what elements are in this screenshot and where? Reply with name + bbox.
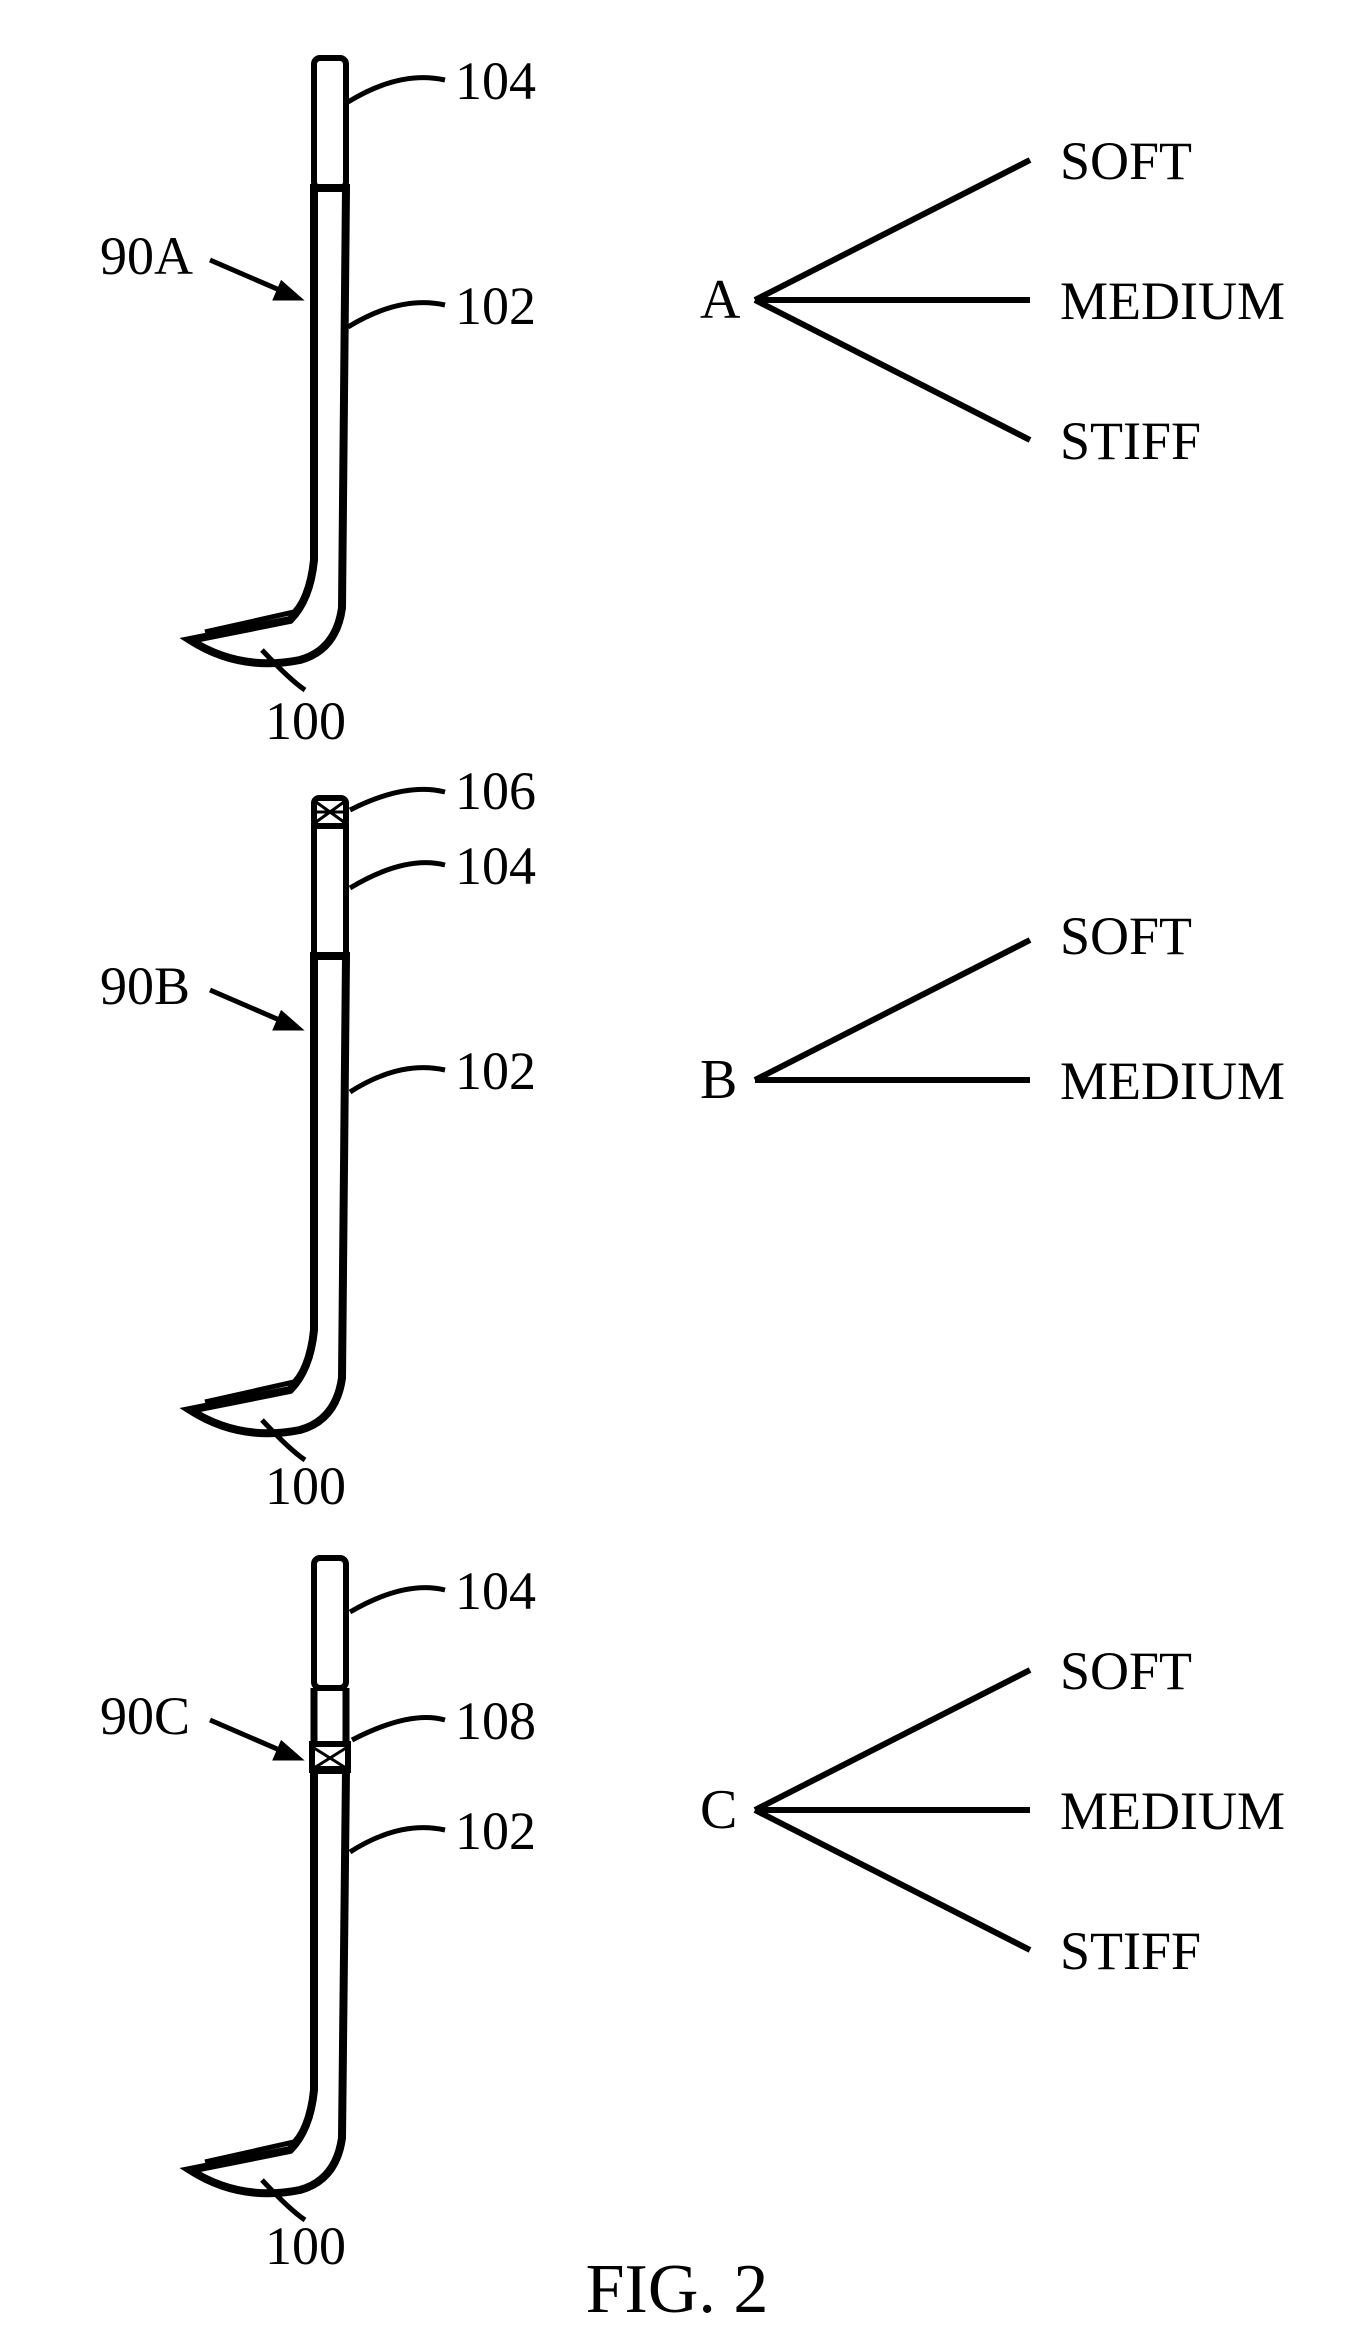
leaders-club-a	[262, 78, 445, 690]
club-b-id: 90B	[100, 955, 190, 1017]
leader-90c	[210, 1720, 298, 1758]
leader-90a	[210, 260, 298, 298]
figure-caption: FIG. 2	[0, 2250, 1354, 2330]
leader-90b	[210, 990, 298, 1028]
label-104-c: 104	[455, 1560, 536, 1622]
club-a-svg	[0, 0, 1354, 700]
club-c-id: 90C	[100, 1685, 190, 1747]
leaders-club-c	[262, 1588, 445, 2220]
label-104-a: 104	[455, 50, 536, 112]
label-102-a: 102	[455, 275, 536, 337]
branch-letter-c: C	[700, 1778, 737, 1842]
club-a	[190, 58, 346, 663]
label-106-b: 106	[455, 760, 536, 822]
label-102-c: 102	[455, 1800, 536, 1862]
label-100-b: 100	[265, 1455, 346, 1517]
club-a-id: 90A	[100, 225, 193, 287]
branches-b	[755, 940, 1030, 1080]
label-102-b: 102	[455, 1040, 536, 1102]
label-108-c: 108	[455, 1690, 536, 1752]
club-c-svg	[0, 1530, 1354, 2250]
opt-b-soft: SOFT	[1060, 905, 1192, 967]
opt-c-soft: SOFT	[1060, 1640, 1192, 1702]
branches-a	[755, 160, 1030, 440]
branch-letter-b: B	[700, 1048, 737, 1112]
opt-b-medium: MEDIUM	[1060, 1050, 1285, 1112]
branches-c	[755, 1670, 1030, 1950]
club-b	[190, 798, 346, 1433]
label-104-b: 104	[455, 835, 536, 897]
label-100-a: 100	[265, 690, 346, 752]
leaders-club-b	[262, 789, 445, 1460]
opt-a-soft: SOFT	[1060, 130, 1192, 192]
opt-a-medium: MEDIUM	[1060, 270, 1285, 332]
club-c	[190, 1558, 348, 2193]
opt-a-stiff: STIFF	[1060, 410, 1201, 472]
club-b-svg	[0, 770, 1354, 1490]
opt-c-stiff: STIFF	[1060, 1920, 1201, 1982]
branch-letter-a: A	[700, 268, 740, 332]
opt-c-medium: MEDIUM	[1060, 1780, 1285, 1842]
